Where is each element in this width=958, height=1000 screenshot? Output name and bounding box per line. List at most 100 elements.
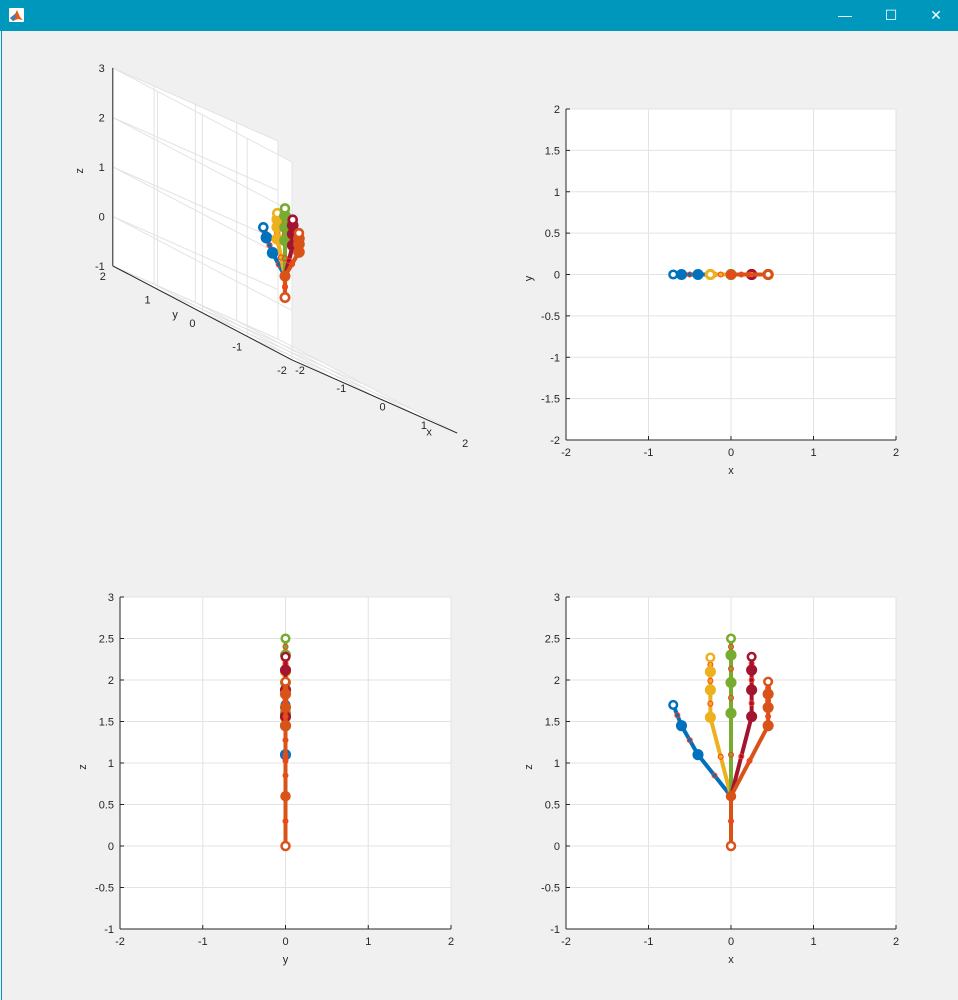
midpoint-marker bbox=[746, 271, 753, 278]
joint-marker bbox=[675, 720, 688, 732]
gridline bbox=[157, 288, 324, 364]
x-axis-line bbox=[291, 359, 458, 434]
y-tick-label: -1 bbox=[550, 352, 560, 364]
x-tick-label: -1 bbox=[644, 447, 654, 459]
x-axis-label: x bbox=[728, 954, 734, 966]
x-axis-label: x bbox=[728, 465, 734, 477]
midpoint-marker bbox=[728, 271, 734, 278]
finger-segment bbox=[729, 723, 771, 799]
y-tick-label: 2 bbox=[554, 675, 560, 687]
joint-marker bbox=[260, 231, 273, 244]
x-tick-label: 1 bbox=[421, 420, 427, 432]
y-tick-label: 0.5 bbox=[545, 800, 560, 812]
joint-marker bbox=[763, 676, 774, 687]
maximize-button[interactable]: ☐ bbox=[868, 0, 914, 31]
matlab-icon bbox=[9, 8, 24, 22]
joint-marker bbox=[746, 684, 758, 696]
joint-marker bbox=[668, 269, 679, 280]
y-axis-line bbox=[112, 265, 293, 361]
joint-marker bbox=[762, 688, 774, 700]
x-tick-label: 0 bbox=[728, 447, 734, 459]
joint-marker bbox=[725, 676, 737, 689]
midpoint-marker bbox=[674, 712, 681, 719]
y-tick-label: 1.5 bbox=[545, 717, 560, 729]
joint-marker bbox=[725, 649, 737, 661]
joint-marker bbox=[705, 269, 716, 280]
joint-marker bbox=[705, 652, 716, 663]
x-tick-label: -2 bbox=[295, 365, 305, 377]
y-tick-label: 0.5 bbox=[545, 228, 560, 240]
finger-segment bbox=[729, 714, 754, 799]
midpoint-marker bbox=[717, 271, 724, 278]
z-tick-label: 3 bbox=[99, 63, 105, 75]
wrist-marker bbox=[280, 840, 291, 852]
joint-marker bbox=[692, 268, 704, 281]
finger-segment bbox=[696, 752, 733, 799]
x-tick-label: -1 bbox=[198, 936, 208, 948]
gridline bbox=[112, 67, 293, 163]
y-tick-label: 2 bbox=[108, 675, 114, 687]
gridline bbox=[112, 116, 293, 212]
x-tick-label: -1 bbox=[644, 936, 654, 948]
close-button[interactable]: ✕ bbox=[913, 0, 958, 31]
gridline bbox=[202, 312, 368, 387]
y-tick-label: 0 bbox=[108, 841, 114, 853]
midpoint-marker bbox=[717, 753, 724, 760]
midpoint-marker bbox=[765, 713, 772, 720]
joint-marker bbox=[266, 247, 279, 259]
x-tick-label: 0 bbox=[728, 936, 734, 948]
midpoint-marker bbox=[728, 643, 734, 650]
maximize-icon: ☐ bbox=[884, 7, 898, 23]
joint-marker bbox=[279, 688, 292, 700]
y-tick-label: -1 bbox=[104, 924, 114, 936]
y-tick-label: -0.5 bbox=[541, 311, 560, 323]
gridline bbox=[112, 166, 293, 262]
gridline bbox=[112, 67, 279, 142]
y-tick-label: 1 bbox=[108, 758, 114, 770]
midpoint-marker bbox=[748, 677, 755, 683]
palm-marker bbox=[725, 790, 737, 802]
joint-marker bbox=[704, 684, 716, 696]
x-tick-label: 2 bbox=[893, 447, 899, 459]
y-tick-label: 2.5 bbox=[545, 634, 560, 646]
y-tick-label: -1 bbox=[232, 341, 242, 353]
y-tick-label: 0 bbox=[554, 270, 560, 282]
x-tick-label: 2 bbox=[448, 936, 454, 948]
joint-marker bbox=[762, 701, 774, 713]
close-icon: ✕ bbox=[930, 7, 942, 23]
midpoint-marker bbox=[746, 757, 753, 764]
x-tick-label: -2 bbox=[561, 447, 571, 459]
finger-segment bbox=[679, 723, 700, 757]
midpoint-marker bbox=[738, 753, 745, 760]
gridline bbox=[112, 265, 279, 340]
joint-marker bbox=[763, 269, 774, 280]
joint-marker bbox=[746, 651, 757, 662]
y-tick-label: 1.5 bbox=[99, 717, 114, 729]
midpoint-marker bbox=[266, 242, 273, 249]
minimize-button[interactable]: — bbox=[822, 0, 868, 31]
palm-marker bbox=[279, 270, 291, 282]
midpoint-marker bbox=[711, 772, 718, 779]
joint-marker bbox=[675, 268, 688, 281]
joint-marker bbox=[279, 664, 292, 676]
midpoint-marker bbox=[282, 757, 289, 764]
joint-marker bbox=[704, 711, 716, 723]
joint-marker bbox=[762, 720, 774, 732]
midpoint-marker bbox=[707, 700, 714, 707]
z-tick-label: 0 bbox=[99, 211, 105, 223]
finger-segment bbox=[708, 715, 733, 799]
x-tick-label: 2 bbox=[893, 936, 899, 948]
y-tick-label: -2 bbox=[550, 435, 560, 447]
gridline bbox=[112, 215, 279, 291]
midpoint-marker bbox=[281, 283, 289, 290]
y-tick-label: 1 bbox=[145, 294, 151, 306]
y-tick-label: 1 bbox=[554, 187, 560, 199]
x-tick-label: -1 bbox=[336, 383, 346, 395]
minimize-icon: — bbox=[838, 7, 852, 23]
gridline bbox=[277, 338, 458, 434]
y-tick-label: -0.5 bbox=[95, 883, 114, 895]
x-axis-label: x bbox=[426, 426, 432, 438]
